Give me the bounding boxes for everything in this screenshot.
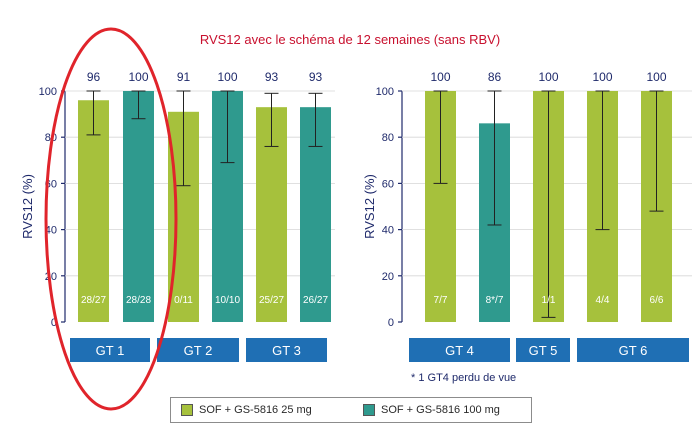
panel1-value-label: 100: [217, 70, 237, 84]
panel1-n-label: 28/28: [126, 295, 151, 306]
panel1-y-tick-label: 100: [39, 86, 57, 98]
panel2-y-tick-label: 0: [388, 317, 394, 329]
panel1-value-label: 100: [128, 70, 148, 84]
panel1-genotype-label: GT 2: [184, 343, 213, 358]
panel1-n-label: 25/27: [259, 295, 284, 306]
panel2-n-label: 8*/7: [486, 295, 504, 306]
panel2-value-label: 100: [592, 70, 612, 84]
panel2-y-tick-label: 80: [382, 132, 394, 144]
panel2-genotype-box: [577, 338, 689, 362]
panel1-genotype-box: [246, 338, 327, 362]
panel1-genotype-label: GT 3: [272, 343, 301, 358]
panel1-y-tick-label: 0: [51, 317, 57, 329]
panel1-value-label: 91: [177, 70, 191, 84]
panel1-bar: [123, 91, 154, 322]
panel2-n-label: 6/6: [650, 295, 664, 306]
legend: SOF + GS-5816 25 mg SOF + GS-5816 100 mg: [170, 397, 532, 423]
panel1-bar: [78, 100, 109, 323]
panel1-genotype-label: GT 1: [96, 343, 125, 358]
panel2-n-label: 4/4: [596, 295, 610, 306]
panel2-genotype-label: GT 5: [529, 343, 558, 358]
panel1-value-label: 93: [265, 70, 279, 84]
legend-item-100mg: SOF + GS-5816 100 mg: [363, 404, 500, 416]
legend-swatch-25mg: [181, 404, 193, 416]
panel2-y-axis-title: RVS12 (%): [362, 174, 377, 239]
legend-label-100mg: SOF + GS-5816 100 mg: [381, 404, 500, 416]
panel1-genotype-box: [157, 338, 239, 362]
highlight-ellipse: [44, 27, 178, 411]
panel2-genotype-box: [516, 338, 570, 362]
panel2-n-label: 7/7: [434, 295, 448, 306]
panel2-y-tick-label: 100: [376, 86, 394, 98]
panel1-y-axis-title: RVS12 (%): [20, 174, 35, 239]
panel1-n-label: 0/11: [174, 295, 193, 306]
panel1-value-label: 96: [87, 70, 101, 84]
legend-item-25mg: SOF + GS-5816 25 mg: [181, 404, 312, 416]
panel1-n-label: 28/27: [81, 295, 106, 306]
panel1-n-label: 26/27: [303, 295, 328, 306]
panel2-value-label: 100: [646, 70, 666, 84]
panel2-value-label: 100: [538, 70, 558, 84]
panel2-genotype-label: GT 4: [445, 343, 474, 358]
panel2-y-tick-label: 40: [382, 225, 394, 237]
panel2-n-label: 1/1: [542, 295, 556, 306]
chart-title: RVS12 avec le schéma de 12 semaines (san…: [199, 32, 501, 47]
panel2-genotype-label: GT 6: [619, 343, 648, 358]
footnote: * 1 GT4 perdu de vue: [411, 372, 517, 384]
panel1-genotype-box: [70, 338, 150, 362]
panel1-n-label: 10/10: [215, 295, 240, 306]
panel2-genotype-box: [409, 338, 510, 362]
panel1-value-label: 93: [309, 70, 323, 84]
panel2-value-label: 100: [430, 70, 450, 84]
panel2-y-tick-label: 20: [382, 271, 394, 283]
panel1-y-tick-label: 20: [45, 271, 57, 283]
legend-label-25mg: SOF + GS-5816 25 mg: [199, 404, 312, 416]
legend-swatch-100mg: [363, 404, 375, 416]
panel1-y-tick-label: 40: [45, 225, 57, 237]
panel2-y-tick-label: 60: [382, 178, 394, 190]
panel2-value-label: 86: [488, 70, 502, 84]
